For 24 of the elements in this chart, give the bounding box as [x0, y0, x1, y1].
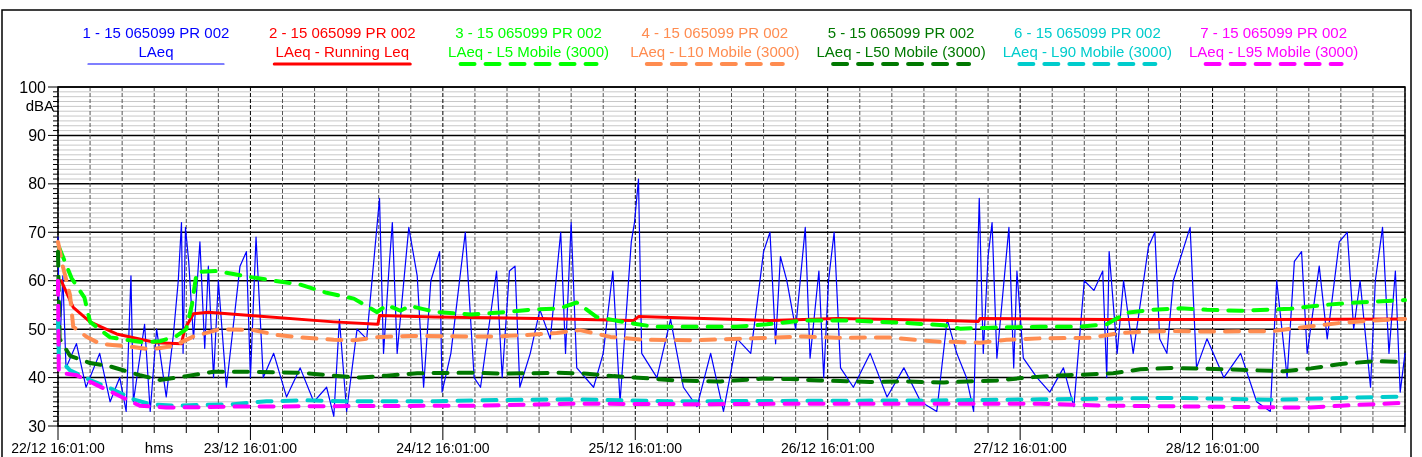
y-tick-label: 50 [28, 320, 47, 338]
x-axis-title: hms [144, 439, 174, 456]
x-tick-label: 28/12 16:01:00 [1165, 440, 1260, 456]
text: 4 - 15 065099 PR 002 LAeq - L10 Mobile (3000) [630, 24, 800, 60]
text: 2 - 15 065099 PR 002 LAeq - Running Leq [268, 24, 416, 60]
x-tick-label: 22/12 16:01:00 [11, 440, 105, 456]
text: 6 - 15 065099 PR 002 LAeq - L90 Mobile (3000) [1002, 24, 1172, 60]
y-tick-label: 40 [28, 369, 47, 387]
y-tick-label: 90 [28, 127, 47, 145]
y-axis-title: dBA [25, 97, 54, 114]
x-tick-label: 24/12 16:01:00 [396, 440, 490, 456]
y-tick-label: 70 [28, 223, 47, 241]
x-tick-label: 23/12 16:01:00 [203, 440, 298, 456]
x-tick-label: 27/12 16:01:00 [973, 440, 1068, 456]
y-tick-label: 80 [28, 175, 47, 193]
y-tick-label: 60 [28, 272, 47, 290]
text: 7 - 15 065099 PR 002 LAeq - L95 Mobile (3000) [1188, 24, 1359, 60]
text: 1 - 15 065099 PR 002 LAeq [82, 24, 230, 60]
text: 3 - 15 065099 PR 002 LAeq - L5 Mobile (3000) [448, 24, 610, 60]
y-tick-label: 100 [19, 78, 47, 96]
text: 5 - 15 065099 PR 002 LAeq - L50 Mobile (3000) [816, 24, 986, 60]
x-tick-label: 25/12 16:01:00 [588, 440, 683, 456]
x-tick-label: 26/12 16:01:00 [781, 440, 875, 456]
y-tick-label: 30 [28, 417, 47, 435]
